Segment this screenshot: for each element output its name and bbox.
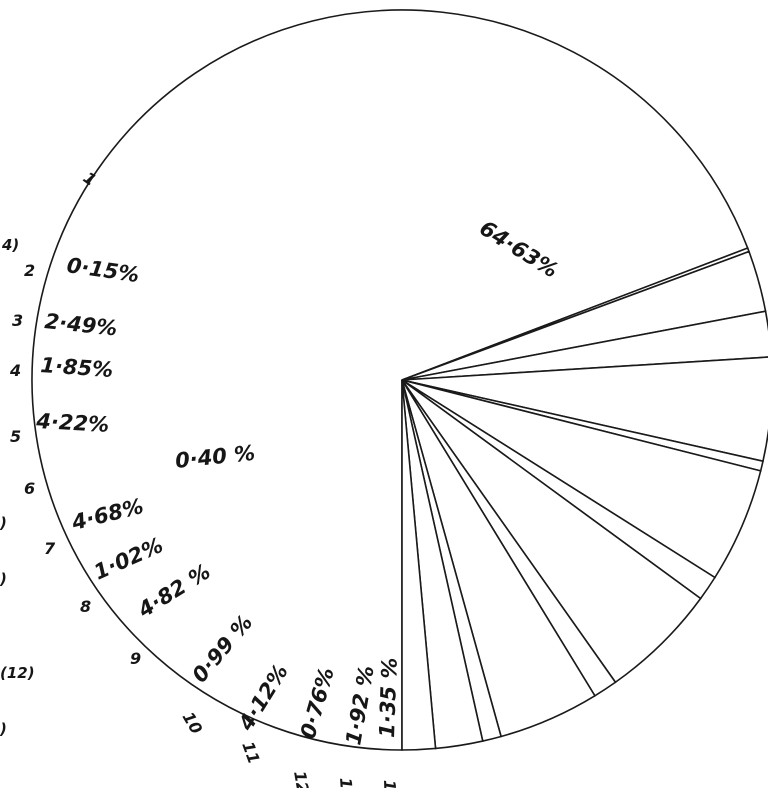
slice-number-label: 6 xyxy=(24,479,35,498)
slice-number-label: 2 xyxy=(24,261,35,280)
slice-percent-label: 1·85% xyxy=(40,353,114,382)
slice-number-label: 8 xyxy=(80,597,91,616)
slice-number-label: 3 xyxy=(12,311,23,330)
slice-percent-label: 1·35 % xyxy=(375,657,402,738)
slice-percent-label: 4·22% xyxy=(35,409,110,437)
slice-number-label: 12 xyxy=(290,769,313,788)
margin-fragment: 4) xyxy=(1,236,19,254)
slice-number-label: 10 xyxy=(179,709,207,738)
pie-slice-1 xyxy=(31,9,749,751)
slice-number-label: 9 xyxy=(130,649,141,668)
slice-number-label: 14 xyxy=(380,779,400,788)
margin-fragment: ) xyxy=(0,720,7,738)
left-margin-fragments: 4) ) ) (12) ) xyxy=(0,236,35,738)
slice-number-label: 4 xyxy=(9,361,21,380)
margin-fragment: ) xyxy=(0,570,7,588)
margin-fragment: ) xyxy=(0,514,7,532)
pie-slice-14 xyxy=(401,379,437,751)
slice-number-label: 11 xyxy=(238,739,263,766)
margin-fragment: (12) xyxy=(0,664,35,682)
pie-slices xyxy=(31,9,768,751)
slice-number-label: 7 xyxy=(44,539,56,558)
slice-number-label: 13 xyxy=(336,777,357,788)
slice-number-label: 5 xyxy=(10,427,21,446)
